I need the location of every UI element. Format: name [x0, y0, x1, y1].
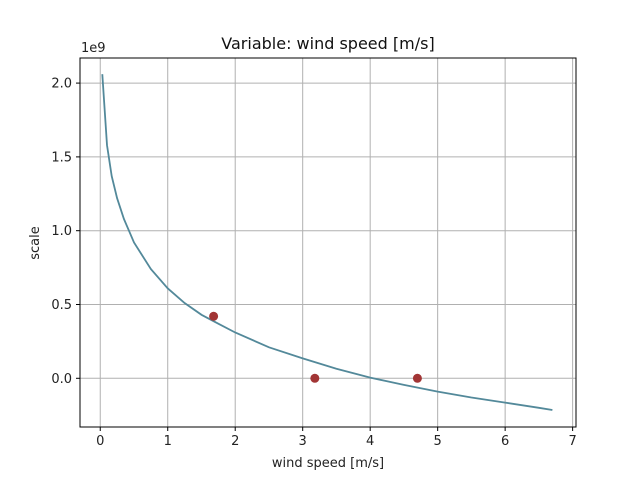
grid — [80, 58, 576, 427]
x-tick-label: 5 — [434, 434, 442, 449]
y-tick-label: 2.0 — [51, 77, 72, 92]
plot-frame — [79, 57, 577, 428]
x-tick-label: 1 — [164, 434, 172, 449]
y-axis-offset-label: 1e9 — [81, 41, 106, 56]
y-axis-label: scale — [28, 226, 43, 260]
series-line — [101, 74, 553, 411]
x-axis-label: wind speed [m/s] — [272, 456, 384, 471]
x-axis-ticks: 0 1 2 3 4 5 6 7 — [96, 427, 577, 449]
chart-title: Variable: wind speed [m/s] — [221, 34, 434, 53]
plot-layer — [101, 74, 553, 411]
x-tick-label: 3 — [299, 434, 307, 449]
scatter-point — [209, 311, 219, 321]
y-tick-label: 0.5 — [51, 298, 72, 313]
x-tick-label: 6 — [501, 434, 509, 449]
x-tick-label: 7 — [568, 434, 576, 449]
x-tick-label: 4 — [366, 434, 374, 449]
x-tick-label: 0 — [96, 434, 104, 449]
y-tick-label: 0.0 — [51, 372, 72, 387]
scatter-point — [310, 373, 320, 383]
y-axis-ticks: 0.0 0.5 1.0 1.5 2.0 — [51, 77, 80, 387]
scatter-point — [412, 373, 422, 383]
y-tick-label: 1.0 — [51, 224, 72, 239]
y-tick-label: 1.5 — [51, 150, 72, 165]
x-tick-label: 2 — [231, 434, 239, 449]
